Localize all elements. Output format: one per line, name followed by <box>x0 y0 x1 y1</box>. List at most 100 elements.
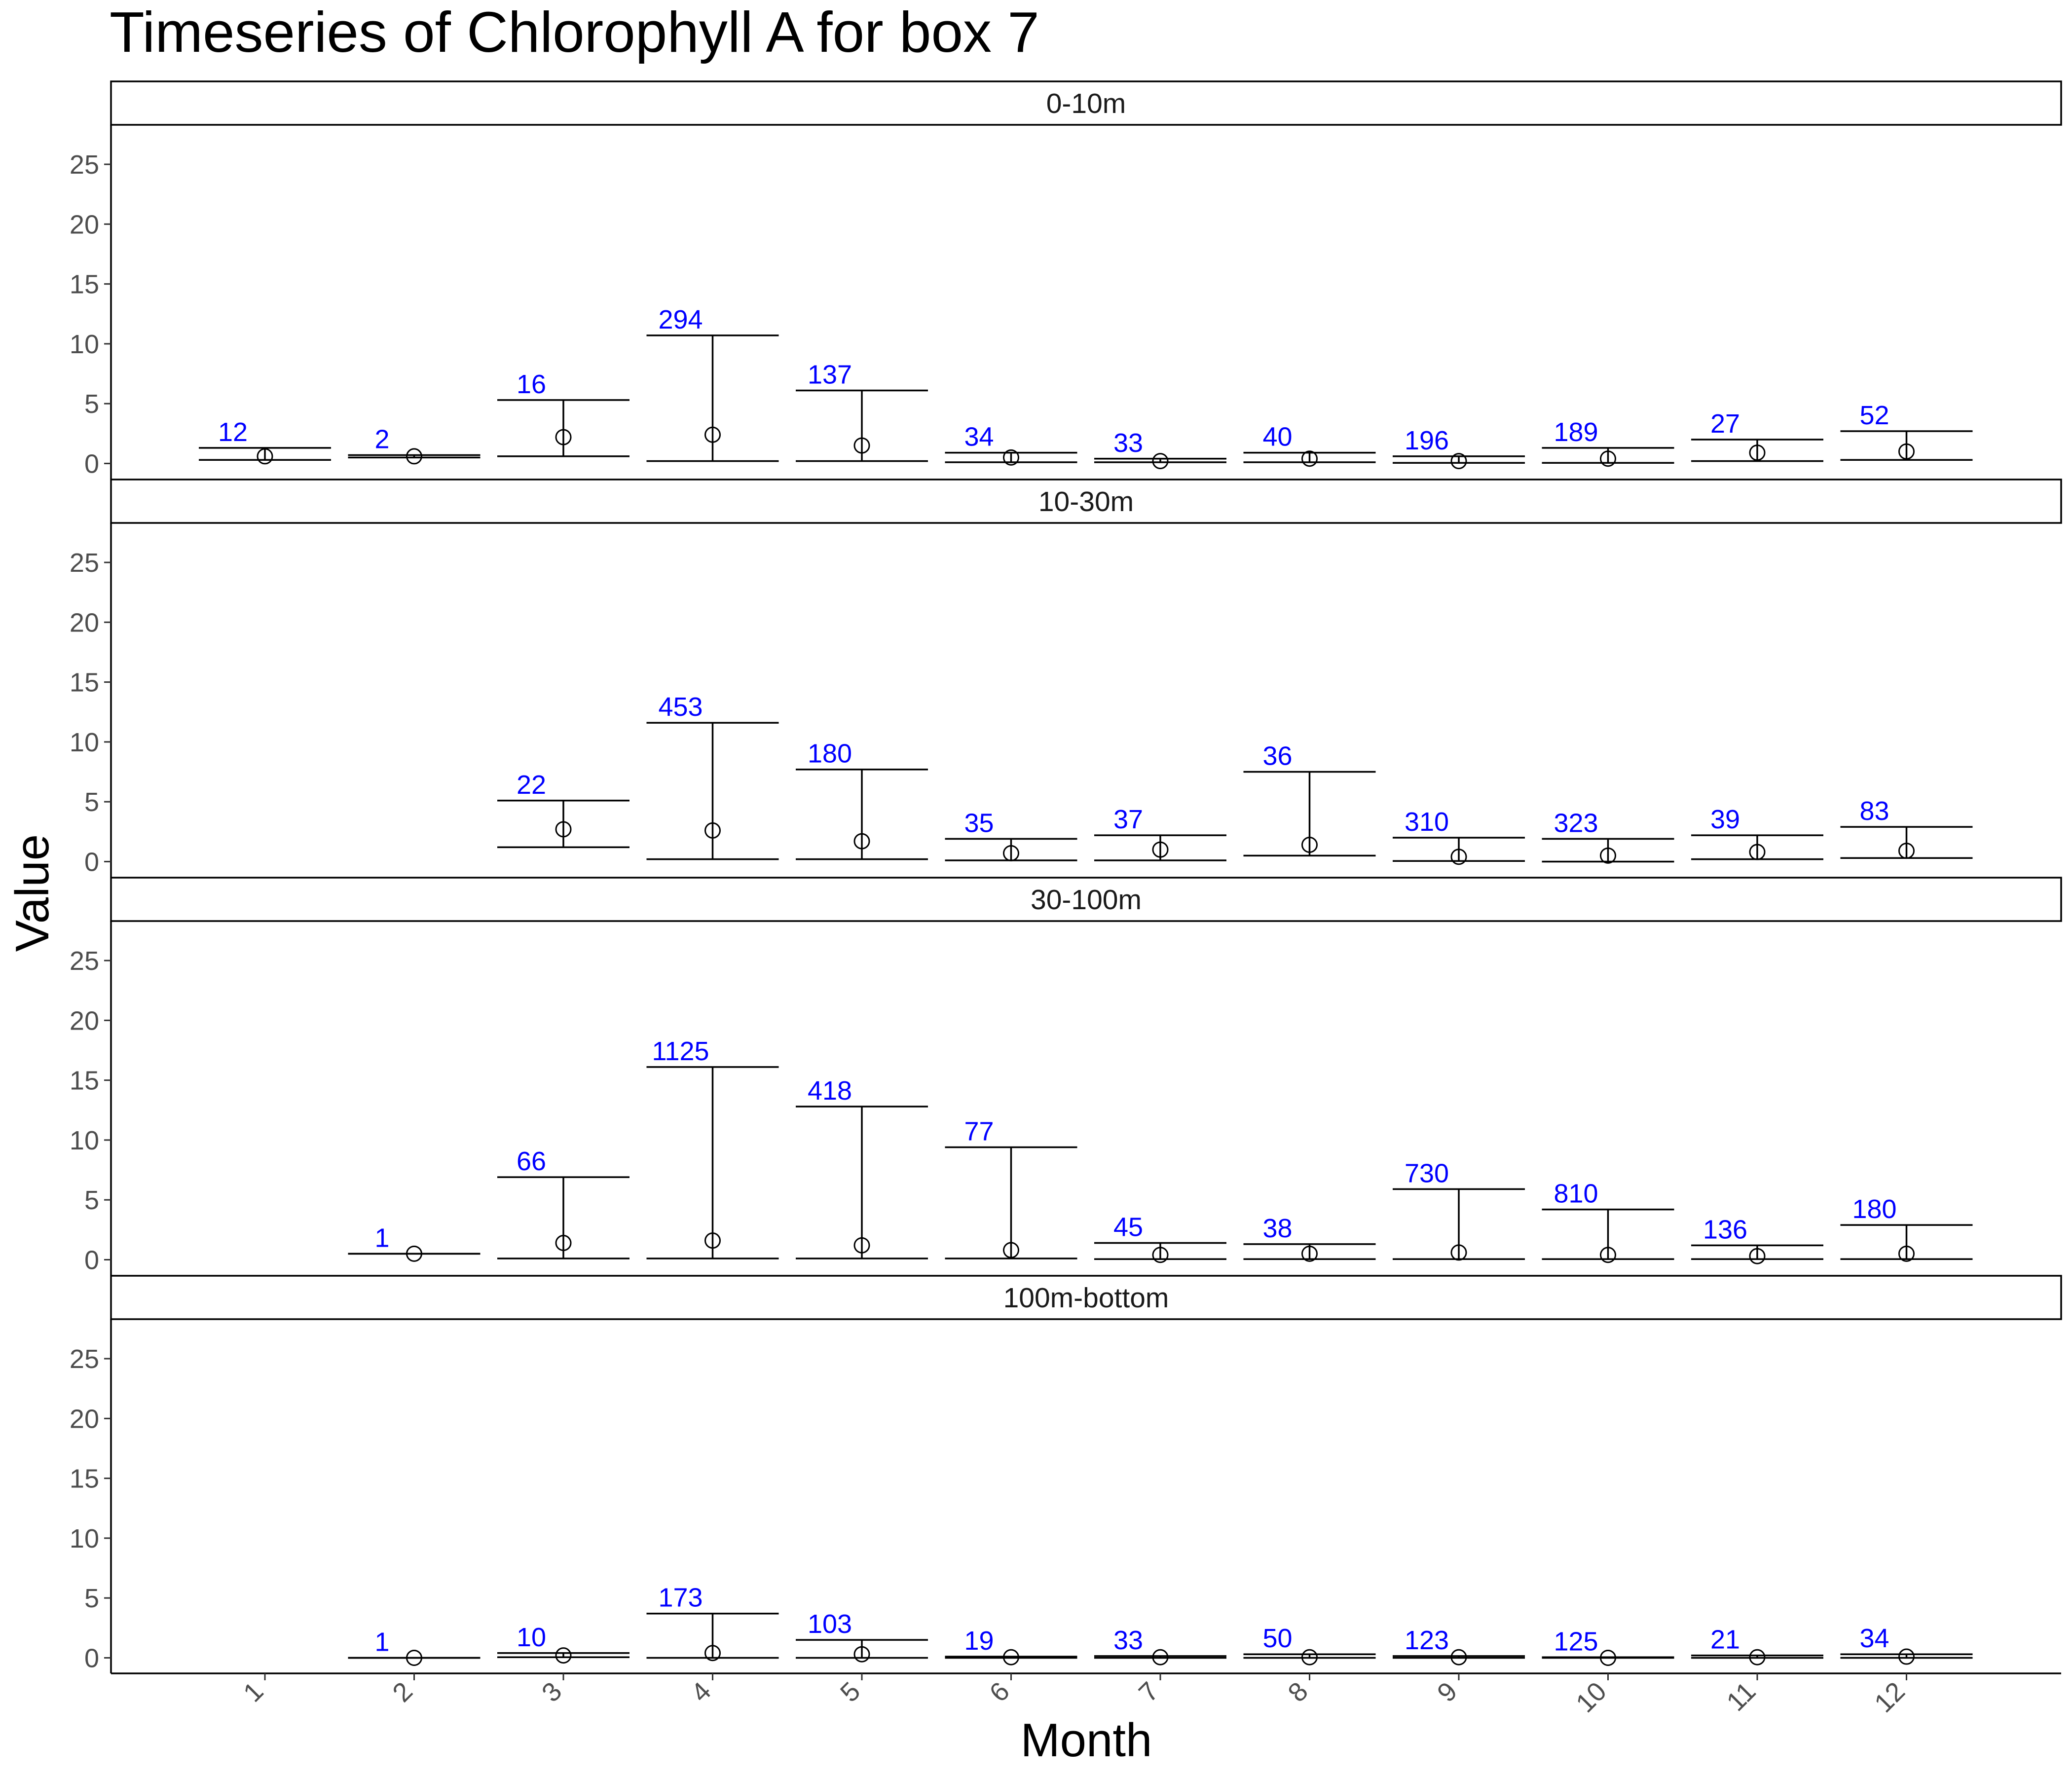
data-point <box>555 1647 572 1664</box>
data-point <box>1898 843 1915 859</box>
data-point <box>1749 1248 1766 1264</box>
count-label: 45 <box>1113 1213 1143 1242</box>
data-point <box>853 833 870 850</box>
count-label: 27 <box>1710 409 1740 439</box>
data-point <box>555 821 572 838</box>
count-label: 310 <box>1405 807 1449 837</box>
count-label: 33 <box>1113 1626 1143 1655</box>
data-point <box>1450 453 1467 470</box>
data-point <box>704 426 721 443</box>
data-point <box>1898 443 1915 460</box>
y-tick-label: 15 <box>70 1464 99 1494</box>
x-tick-label: 2 <box>387 1676 418 1708</box>
facet-panel-10-30m: 10-30m 0 5 10 15 20 25 22 453 180 35 37 36 310 323 39 83 <box>70 479 2062 877</box>
y-tick-label: 10 <box>70 330 99 359</box>
count-label: 33 <box>1113 428 1143 458</box>
y-tick-label: 0 <box>84 449 99 479</box>
data-point <box>704 1645 721 1662</box>
count-label: 66 <box>517 1147 546 1176</box>
facet-strip <box>110 479 2062 524</box>
count-label: 16 <box>517 370 546 399</box>
data-point <box>555 1235 572 1252</box>
y-tick-label: 0 <box>84 1643 99 1673</box>
y-tick-label: 20 <box>70 608 99 637</box>
count-label: 37 <box>1113 805 1143 834</box>
count-label: 173 <box>658 1583 703 1613</box>
facet-strip-label: 100m-bottom <box>1003 1282 1169 1314</box>
count-label: 2 <box>374 424 389 454</box>
count-label: 125 <box>1554 1627 1598 1656</box>
count-label: 10 <box>517 1623 546 1652</box>
y-tick-label: 10 <box>70 728 99 757</box>
facet-strip-label: 0-10m <box>1046 88 1126 119</box>
data-point <box>1003 449 1019 466</box>
count-label: 1 <box>374 1223 389 1253</box>
x-tick-label: 4 <box>685 1676 717 1708</box>
count-label: 35 <box>964 808 994 838</box>
count-label: 83 <box>1859 796 1889 826</box>
y-tick-label: 15 <box>70 1066 99 1096</box>
facet-strip <box>110 877 2062 922</box>
count-label: 180 <box>1852 1194 1896 1224</box>
count-label: 38 <box>1262 1214 1292 1243</box>
data-point <box>1003 845 1019 861</box>
data-point <box>1600 1649 1616 1666</box>
y-tick-label: 5 <box>84 1185 99 1215</box>
data-point <box>1749 844 1766 860</box>
data-point <box>853 1237 870 1254</box>
y-tick-label: 15 <box>70 668 99 698</box>
y-tick-label: 10 <box>70 1126 99 1155</box>
count-label: 77 <box>964 1116 994 1146</box>
count-label: 730 <box>1405 1158 1449 1188</box>
x-tick-label: 12 <box>1869 1676 1911 1718</box>
data-point <box>1152 841 1169 858</box>
x-tick-label: 3 <box>536 1676 568 1708</box>
facet-strip <box>110 1275 2062 1320</box>
y-tick-label: 25 <box>70 1344 99 1374</box>
y-tick-label: 0 <box>84 1245 99 1275</box>
facet-panel-0-10m: 0-10m 0 5 10 15 20 25 12 2 16 294 137 34 33 40 196 189 27… <box>70 80 2062 479</box>
data-point <box>1152 453 1169 470</box>
count-label: 180 <box>808 739 852 769</box>
x-tick-label: 10 <box>1570 1676 1612 1718</box>
data-point <box>1003 1242 1019 1258</box>
data-point <box>1450 1244 1467 1261</box>
count-label: 12 <box>218 417 248 447</box>
facet-panel-30-100m: 30-100m 0 5 10 15 20 25 1 66 1125 418 77 45 38 730 810 1… <box>70 877 2062 1275</box>
count-label: 39 <box>1710 805 1740 834</box>
count-label: 123 <box>1405 1626 1449 1655</box>
y-tick-label: 5 <box>84 787 99 817</box>
data-point <box>1749 1649 1766 1665</box>
y-tick-label: 5 <box>84 1584 99 1613</box>
x-tick-label: 1 <box>238 1676 269 1708</box>
y-axis-title: Value <box>6 834 59 952</box>
facet-strip-label: 10-30m <box>1038 486 1134 518</box>
data-point <box>406 1245 422 1262</box>
data-point <box>406 448 422 465</box>
data-point <box>704 822 721 839</box>
count-label: 19 <box>964 1626 994 1656</box>
count-label: 323 <box>1554 808 1598 838</box>
data-point <box>1450 1649 1467 1665</box>
count-label: 189 <box>1554 417 1598 447</box>
x-tick-label: 7 <box>1133 1676 1165 1708</box>
data-point <box>853 437 870 454</box>
data-point <box>1301 1245 1318 1262</box>
y-tick-label: 20 <box>70 1404 99 1434</box>
x-tick-label: 6 <box>984 1676 1015 1708</box>
count-label: 136 <box>1703 1215 1747 1244</box>
data-point <box>1600 450 1616 467</box>
count-label: 22 <box>517 770 546 800</box>
count-label: 418 <box>808 1076 852 1106</box>
count-label: 103 <box>808 1609 852 1639</box>
y-tick-label: 25 <box>70 946 99 976</box>
data-point <box>555 429 572 445</box>
data-point <box>1600 1247 1616 1263</box>
count-label: 196 <box>1405 426 1449 455</box>
data-point <box>406 1649 422 1666</box>
count-label: 50 <box>1262 1624 1292 1653</box>
count-label: 453 <box>658 692 703 722</box>
data-point <box>704 1232 721 1249</box>
